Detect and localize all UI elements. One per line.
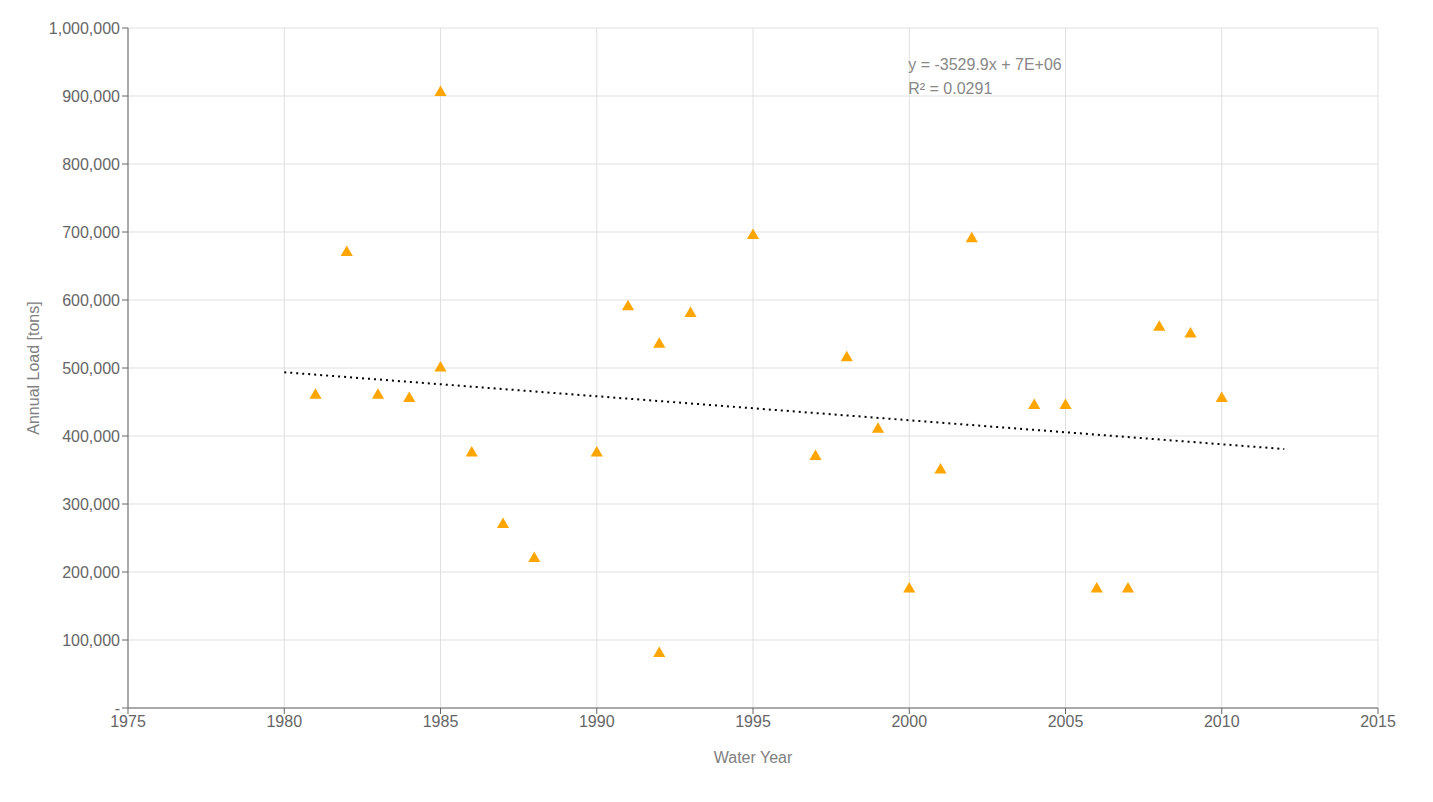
svg-text:100,000: 100,000 (62, 632, 120, 649)
svg-text:1980: 1980 (266, 713, 302, 730)
svg-text:500,000: 500,000 (62, 360, 120, 377)
svg-text:800,000: 800,000 (62, 156, 120, 173)
svg-text:300,000: 300,000 (62, 496, 120, 513)
svg-text:y = -3529.9x + 7E+06R² = 0.029: y = -3529.9x + 7E+06R² = 0.0291 (908, 56, 1062, 97)
svg-text:1985: 1985 (423, 713, 459, 730)
svg-text:1995: 1995 (735, 713, 771, 730)
svg-text:700,000: 700,000 (62, 224, 120, 241)
svg-text:1990: 1990 (579, 713, 615, 730)
svg-text:2015: 2015 (1360, 713, 1396, 730)
svg-text:2005: 2005 (1048, 713, 1084, 730)
svg-text:1975: 1975 (110, 713, 146, 731)
svg-text:2000: 2000 (891, 713, 927, 730)
svg-text:600,000: 600,000 (62, 292, 120, 309)
svg-text:400,000: 400,000 (62, 428, 120, 445)
svg-text:-: - (115, 700, 120, 717)
svg-text:900,000: 900,000 (62, 88, 120, 105)
svg-text:2010: 2010 (1204, 713, 1240, 730)
svg-text:Water Year: Water Year (714, 749, 793, 766)
svg-text:Annual Load [tons]: Annual Load [tons] (25, 301, 42, 434)
svg-text:200,000: 200,000 (62, 564, 120, 581)
svg-text:1,000,000: 1,000,000 (49, 20, 120, 37)
